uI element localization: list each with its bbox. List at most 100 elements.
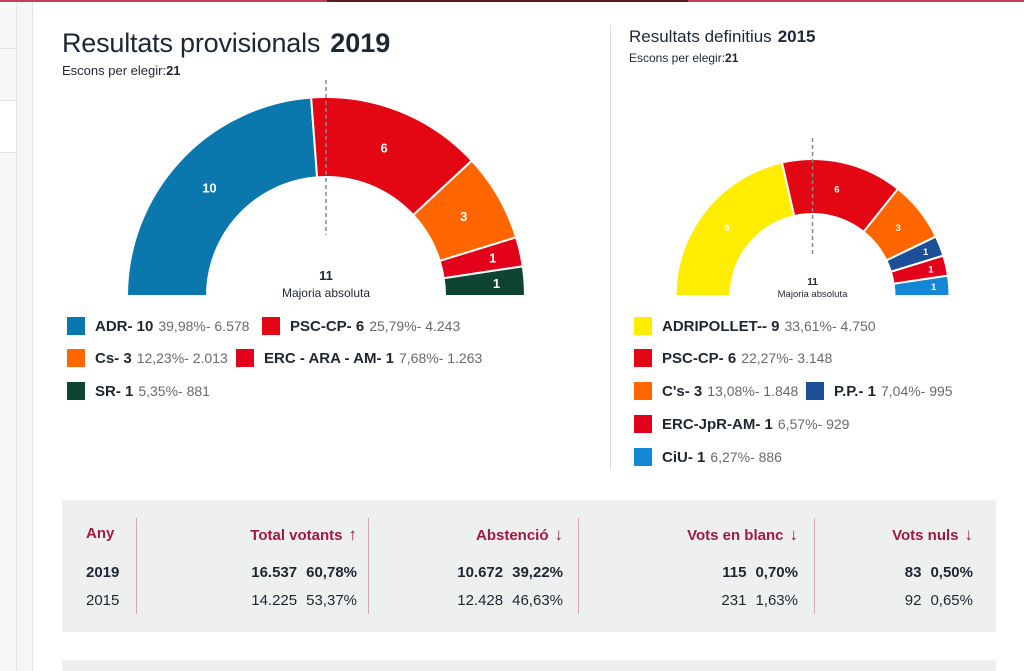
count: 14.225 [251, 592, 298, 609]
seat-count-label: 1 [489, 250, 496, 265]
legend-swatch [634, 415, 652, 433]
seat-segment-sr[interactable] [442, 265, 527, 297]
legend-label: ADRIPOLLET-- 9 [662, 317, 780, 335]
null-votes-cell: 92 0,65% [905, 592, 973, 609]
seat-count-label: 3 [460, 209, 467, 224]
seat-count-label: 1 [493, 276, 500, 291]
column-divider [578, 518, 579, 614]
legend-item-cs: Cs- 3 12,23%- 2.013 [67, 348, 228, 368]
legend-swatch [262, 317, 280, 335]
provisional-title: Resultats provisionals 2019 [62, 28, 390, 59]
legend-label: P.P.- 1 [834, 382, 876, 400]
arrow-down-icon: ↓ [964, 525, 974, 544]
seat-count-label: 1 [928, 264, 934, 275]
seats-label: Escons per elegir: [629, 51, 726, 65]
legend-item-adr: ADR- 10 39,98%- 6.578 [67, 316, 249, 336]
majority-value: 11 [319, 268, 333, 283]
header-label: Vots nuls [892, 527, 959, 544]
legend-detail: 39,98%- 6.578 [158, 318, 250, 334]
percent: 46,63% [512, 592, 563, 609]
legend-swatch [67, 349, 85, 367]
legend-swatch [634, 349, 652, 367]
seat-count-label: 3 [895, 223, 900, 234]
row-year: 2015 [86, 592, 120, 609]
legend-detail: 6,57%- 929 [777, 416, 850, 432]
row-year: 2019 [86, 564, 120, 581]
provisional-title-text: Resultats provisionals [62, 28, 321, 58]
header-label: Abstenció [475, 527, 549, 544]
seats-label: Escons per elegir: [62, 63, 167, 78]
legend-item-cs: C's- 3 13,08%- 1.848 [634, 381, 798, 401]
participation-table: Any Total votants ↑ Abstenció ↓ Vots en bl… [62, 500, 996, 632]
definitive-seats-to-elect: Escons per elegir:21 [629, 51, 738, 65]
header-total-voters[interactable]: Total votants ↑ [250, 525, 357, 545]
legend-label: CiU- 1 [662, 448, 706, 466]
legend-swatch [634, 317, 652, 335]
arrow-down-icon: ↓ [789, 525, 799, 544]
count: 92 [904, 592, 922, 609]
percent: 39,22% [512, 564, 563, 581]
side-panel-item[interactable] [0, 2, 16, 49]
seat-segment-adr[interactable] [125, 96, 319, 297]
legend-swatch [67, 317, 85, 335]
header-year: Any [86, 525, 114, 542]
legend-detail: 13,08%- 1.848 [707, 383, 799, 399]
definitive-title-text: Resultats definitius [629, 27, 772, 46]
seat-segment-ciu[interactable] [892, 274, 951, 297]
legend-label: C's- 3 [662, 382, 703, 400]
legend-swatch [67, 382, 85, 400]
header-blank-votes[interactable]: Vots en blanc ↓ [687, 525, 798, 545]
legend-detail: 33,61%- 4.750 [784, 318, 876, 334]
provisional-seats-to-elect: Escons per elegir:21 [62, 63, 181, 78]
section-divider [610, 25, 611, 470]
column-divider [368, 518, 369, 614]
side-panel-item[interactable] [0, 49, 16, 101]
legend-swatch [806, 382, 824, 400]
legend-label: ERC-JpR-AM- 1 [662, 415, 773, 433]
total-voters-cell: 16.537 60,78% [251, 564, 357, 581]
legend-label: Cs- 3 [95, 349, 132, 367]
legend-detail: 7,04%- 995 [880, 383, 953, 399]
legend-item-adripollet: ADRIPOLLET-- 9 33,61%- 4.750 [634, 316, 876, 336]
definitive-year: 2015 [777, 27, 816, 46]
header-null-votes[interactable]: Vots nuls ↓ [892, 525, 973, 545]
count: 231 [721, 592, 747, 609]
legend-detail: 7,68%- 1.263 [399, 350, 483, 366]
legend-detail: 12,23%- 2.013 [136, 350, 228, 366]
count: 12.428 [457, 592, 504, 609]
legend-item-ciu: CiU- 1 6,27%- 886 [634, 447, 782, 467]
percent: 0,70% [755, 564, 798, 581]
legend-detail: 22,27%- 3.148 [741, 350, 833, 366]
side-panel-item-active[interactable] [0, 101, 16, 153]
legend-label: SR- 1 [95, 382, 134, 400]
column-divider [136, 518, 137, 614]
seat-count-label: 6 [380, 141, 387, 156]
legend-detail: 6,27%- 886 [710, 449, 782, 465]
percent: 0,50% [930, 564, 973, 581]
legend-item-erc-jpr-am: ERC-JpR-AM- 1 6,57%- 929 [634, 414, 849, 434]
majority-value: 11 [807, 277, 818, 288]
legend-item-erc-ara-am: ERC - ARA - AM- 1 7,68%- 1.263 [236, 348, 482, 368]
abstention-cell: 12.428 46,63% [457, 592, 563, 609]
total-voters-cell: 14.225 53,37% [251, 592, 357, 609]
seats-total: 21 [725, 51, 739, 65]
side-scroll-strip[interactable] [17, 2, 33, 671]
legend-label: PSC-CP- 6 [662, 349, 737, 367]
arrow-down-icon: ↓ [554, 525, 564, 544]
legend-label: ADR- 10 [95, 317, 154, 335]
legend-detail: 5,35%- 881 [138, 383, 210, 399]
legend-swatch [634, 382, 652, 400]
header-abstention[interactable]: Abstenció ↓ [476, 525, 563, 545]
next-section-box [62, 660, 996, 671]
seat-count-label: 6 [834, 185, 839, 196]
blank-votes-cell: 231 1,63% [721, 592, 798, 609]
seat-segment-adripollet[interactable] [674, 161, 796, 297]
seat-count-label: 10 [202, 180, 216, 195]
definitive-title: Resultats definitius 2015 [629, 27, 816, 47]
percent: 1,63% [755, 592, 798, 609]
legend-swatch [236, 349, 254, 367]
null-votes-cell: 83 0,50% [905, 564, 973, 581]
side-panel [0, 2, 17, 671]
